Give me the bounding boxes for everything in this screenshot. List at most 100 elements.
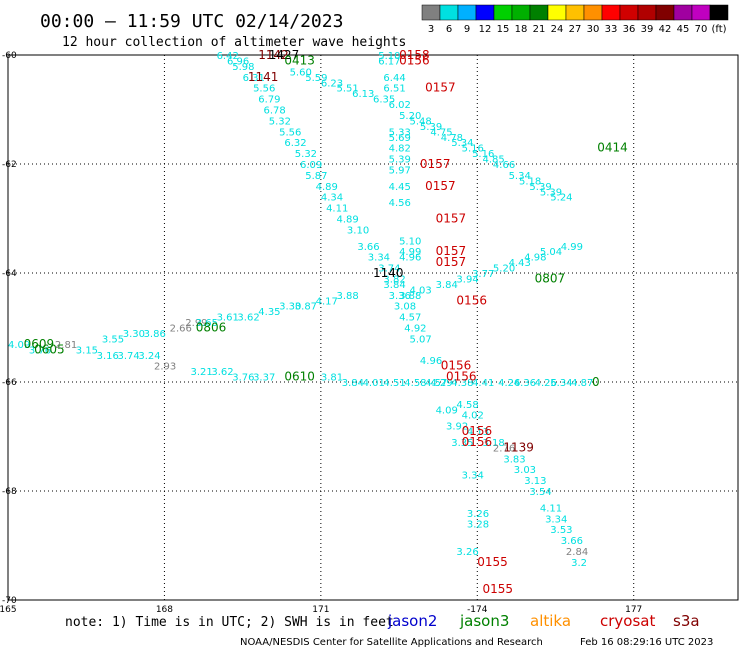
wave-height-value: 3.16 xyxy=(97,351,119,362)
scale-swatch xyxy=(619,4,639,21)
pass-time-label: 0156 xyxy=(462,424,493,438)
wave-height-value: 5.34 xyxy=(451,138,473,149)
wave-height-value: 2.76 xyxy=(493,443,515,454)
scale-label: 3 xyxy=(428,24,434,35)
page-subtitle: 12 hour collection of altimeter wave hei… xyxy=(62,35,406,50)
wave-height-value: 3.77 xyxy=(472,269,494,280)
wave-height-value: 5.32 xyxy=(269,116,291,127)
mission-legend: jason2 jason3 altika cryosat s3a xyxy=(387,612,700,630)
footer-credit: NOAA/NESDIS Center for Satellite Applica… xyxy=(240,637,543,648)
wave-height-value: 5.10 xyxy=(399,236,421,247)
pass-time-label: 0157 xyxy=(425,179,456,193)
scale-label: (ft) xyxy=(711,24,726,35)
wave-height-value: 4.57 xyxy=(399,313,421,324)
wave-height-value: 3.81 xyxy=(321,373,343,384)
wave-height-value: 5.51 xyxy=(337,84,359,95)
pass-time-label: 0156 xyxy=(456,293,487,307)
wave-height-value: 3.28 xyxy=(467,520,489,531)
scale-label: 36 xyxy=(623,24,636,35)
wave-height-value: 5.59 xyxy=(305,73,327,84)
x-tick-label: -174 xyxy=(467,605,488,615)
wave-height-value: 3.92 xyxy=(446,422,468,433)
wave-height-value: 6.44 xyxy=(383,73,405,84)
scale-swatch xyxy=(529,4,549,21)
wave-height-value: 4.03 xyxy=(410,285,432,296)
pass-time-label: 0 xyxy=(592,375,600,389)
wave-height-value: 6.35 xyxy=(373,95,395,106)
wave-height-value: 4.09 xyxy=(436,405,458,416)
wave-height-value: 4.35 xyxy=(258,307,280,318)
wave-height-value: 4.82 xyxy=(389,144,411,155)
wave-height-value: 4.11 xyxy=(540,503,562,514)
pass-time-label: 0605 xyxy=(34,342,65,356)
wave-height-value: 5.98 xyxy=(232,62,254,73)
wave-height-value: 5.87 xyxy=(305,171,327,182)
wave-height-value: 4.09 xyxy=(8,340,30,351)
wave-height-value: 6.79 xyxy=(258,95,280,106)
scale-swatch xyxy=(547,4,567,21)
wave-height-value: 5.56 xyxy=(253,84,275,95)
wave-height-value: 4.11 xyxy=(326,204,348,215)
wave-height-value: 5.07 xyxy=(410,334,432,345)
x-axis-ticks: 165 168 171 -174 177 xyxy=(0,605,642,615)
wave-height-value: 5.39 xyxy=(389,155,411,166)
wave-height-value: 3.18 xyxy=(483,438,505,449)
scale-label: 9 xyxy=(464,24,470,35)
scale-label: 33 xyxy=(605,24,618,35)
y-tick-label: -68 xyxy=(2,487,17,497)
wave-height-value: 4.99 xyxy=(399,247,421,258)
wave-height-value: 4.58 xyxy=(456,400,478,411)
pass-time-label: 0413 xyxy=(284,53,315,67)
pass-time-label: 0806 xyxy=(196,321,227,335)
wave-height-value: 6.09 xyxy=(300,160,322,171)
wave-height-value: 4.56 xyxy=(389,198,411,209)
wave-height-value: 2.66 xyxy=(170,324,192,335)
pass-time-label: 0156 xyxy=(399,53,430,67)
wave-height-value: 3.55 xyxy=(102,334,124,345)
pass-time-label: 0807 xyxy=(535,271,566,285)
pass-time-label: 0610 xyxy=(284,370,315,384)
wave-height-value: 4.57 xyxy=(425,378,447,389)
y-tick-label: -70 xyxy=(2,596,17,606)
pass-time-label: 0155 xyxy=(477,555,508,569)
scale-swatch xyxy=(439,4,459,21)
wave-height-value: 5.04 xyxy=(540,247,562,258)
color-scale-legend: 3 6 9 12 15 18 21 24 27 30 33 36 39 42 45 70 (ft) xyxy=(421,4,729,35)
wave-height-value: 4.58 xyxy=(404,378,426,389)
wave-height-value: 3.62 xyxy=(237,313,259,324)
scale-label: 27 xyxy=(569,24,582,35)
wave-height-value: 4.13 xyxy=(467,427,489,438)
wave-height-value: 4.89 xyxy=(337,215,359,226)
plot-frame xyxy=(7,54,739,601)
scale-swatch xyxy=(583,4,603,21)
wave-height-value: 3.08 xyxy=(394,302,416,313)
wave-height-value: 5.56 xyxy=(279,127,301,138)
pass-time-label: 1142 xyxy=(258,48,289,62)
wave-height-value: 3.74 xyxy=(378,264,400,275)
wave-height-value: 3.24 xyxy=(138,351,160,362)
wave-height-value: 4.26 xyxy=(535,378,557,389)
wave-height-value: 4.98 xyxy=(524,253,546,264)
pass-time-label: 0156 xyxy=(462,435,493,449)
wave-height-value: 5.33 xyxy=(389,127,411,138)
wave-height-value: 5.16 xyxy=(472,149,494,160)
scale-label: 45 xyxy=(677,24,690,35)
scale-label: 70 xyxy=(695,24,708,35)
wave-height-value: 3.34 xyxy=(545,514,567,525)
scale-swatch xyxy=(511,4,531,21)
y-axis-ticks: -60 -62 -64 -66 -68 -70 xyxy=(2,51,17,606)
y-tick-label: -62 xyxy=(2,160,17,170)
wave-height-value: 6.78 xyxy=(264,106,286,117)
scale-swatch xyxy=(475,4,495,21)
wave-height-value: 3.94 xyxy=(456,274,478,285)
wave-height-value: 3.76 xyxy=(29,345,51,356)
x-tick-label: 171 xyxy=(312,605,329,615)
wave-height-value: 2.99 xyxy=(185,318,207,329)
wave-height-value: 2.84 xyxy=(566,547,588,558)
wave-height-value: 3.35 xyxy=(451,438,473,449)
scale-label: 15 xyxy=(497,24,510,35)
wave-height-value: 3.15 xyxy=(76,345,98,356)
wave-height-value: 5.97 xyxy=(389,165,411,176)
scale-label: 39 xyxy=(641,24,654,35)
wave-height-value: 3.13 xyxy=(524,476,546,487)
